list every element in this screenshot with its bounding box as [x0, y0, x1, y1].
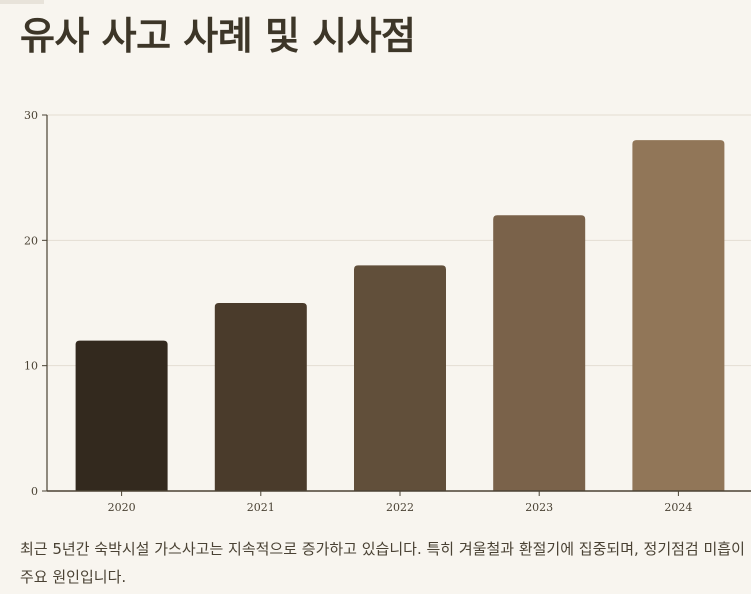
label-layer: 0 10 20 30 2020 2021 2022 2023 2024 — [24, 109, 692, 514]
corner-tab — [0, 0, 44, 4]
y-tick-label: 20 — [24, 234, 38, 247]
page-title: 유사 사고 사례 및 시사점 — [20, 14, 416, 58]
x-tick-label: 2020 — [108, 501, 136, 514]
axis-layer — [42, 114, 751, 496]
x-tick-label: 2023 — [525, 501, 553, 514]
y-tick-label: 30 — [24, 109, 38, 122]
bar-2022 — [354, 265, 446, 491]
y-tick-label: 0 — [31, 485, 38, 498]
x-tick-label: 2024 — [664, 501, 692, 514]
bar-layer — [75, 140, 725, 492]
bar-chart: 0 10 20 30 2020 2021 2022 2023 2024 — [24, 109, 751, 514]
x-tick-label: 2021 — [247, 501, 275, 514]
x-tick-label: 2022 — [386, 501, 414, 514]
bar-2024 — [632, 140, 725, 492]
bar-2023 — [493, 215, 586, 491]
chart-caption: 최근 5년간 숙박시설 가스사고는 지속적으로 증가하고 있습니다. 특히 겨울… — [20, 540, 745, 586]
y-tick-label: 10 — [24, 360, 38, 373]
bar-2020 — [75, 340, 168, 491]
bar-2021 — [214, 303, 307, 491]
